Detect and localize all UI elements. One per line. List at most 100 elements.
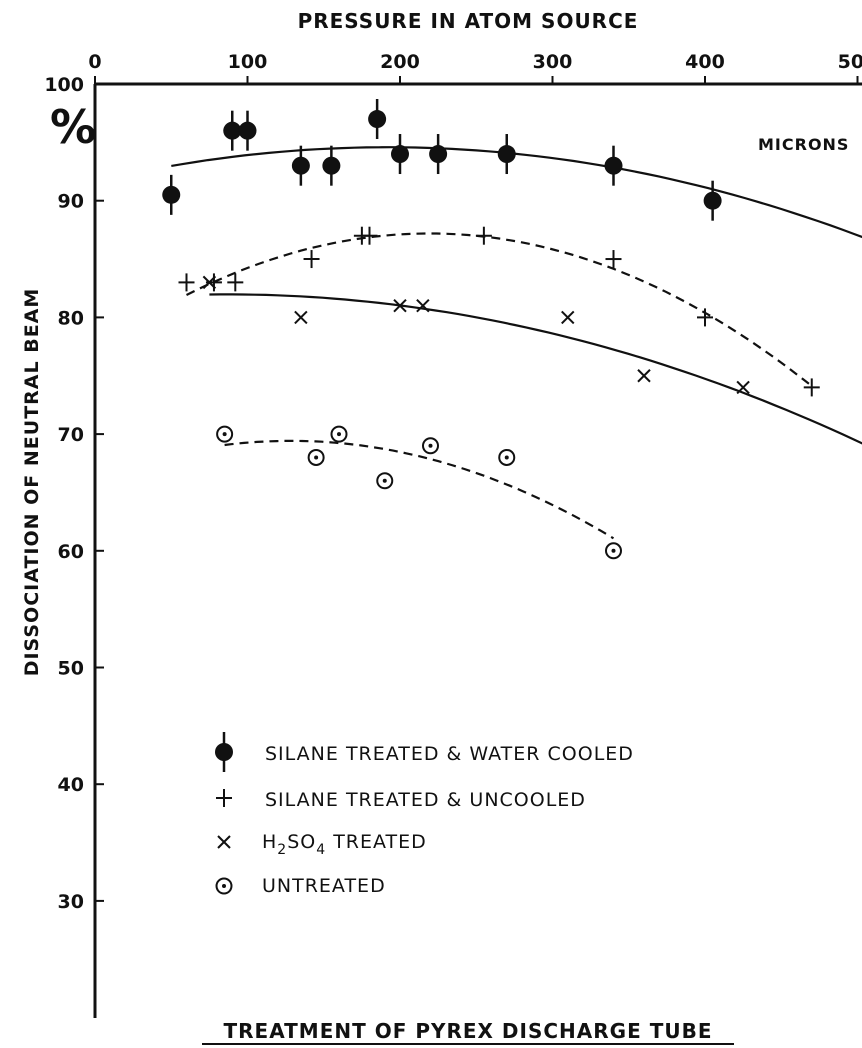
ring xyxy=(307,448,325,466)
legend-h: H xyxy=(262,831,277,853)
filled-circle-marker xyxy=(497,145,516,164)
x-tick-label: 0 xyxy=(88,51,101,73)
x-axis-title: PRESSURE IN ATOM SOURCE xyxy=(298,9,639,33)
filled-circle-marker xyxy=(162,185,181,204)
chart-title: TREATMENT OF PYREX DISCHARGE TUBE xyxy=(224,1019,713,1043)
data-point-series-2 xyxy=(561,310,575,325)
legend-marker-series-3 xyxy=(215,877,233,895)
ring xyxy=(605,542,622,560)
data-point-series-1 xyxy=(361,226,378,245)
data-point-series-1 xyxy=(803,378,820,397)
data-point-series-2 xyxy=(637,369,651,383)
filled-circle-marker xyxy=(703,191,722,210)
filled-circle-marker xyxy=(429,145,448,164)
legend-sub-4: 4 xyxy=(316,842,326,858)
data-point-series-1 xyxy=(475,226,492,245)
x-ticks: 0 100 200 300 400 500 xyxy=(88,51,862,84)
data-points xyxy=(162,99,820,560)
data-point-series-0 xyxy=(291,145,310,186)
data-point-series-2 xyxy=(736,380,750,395)
x-stroke-2 xyxy=(294,310,308,325)
x-tick-label: 300 xyxy=(533,51,573,73)
ring-dot xyxy=(382,478,387,483)
y-tick-label: 60 xyxy=(58,541,84,563)
data-point-series-3 xyxy=(422,437,439,455)
filled-circle-marker xyxy=(604,156,623,175)
x-tick-label: 500 xyxy=(838,51,862,73)
legend-label-silane-uncooled: SILANE TREATED & UNCOOLED xyxy=(265,789,586,811)
ring xyxy=(215,877,233,895)
fit-curves xyxy=(171,146,862,540)
fit-curve-series-3 xyxy=(224,439,615,540)
data-point-series-2 xyxy=(393,299,407,313)
fit-curve-series-2 xyxy=(209,293,862,445)
data-point-series-3 xyxy=(330,425,348,443)
filled-circle-marker xyxy=(322,156,341,175)
data-point-series-0 xyxy=(703,180,722,221)
y-tick-label: 90 xyxy=(58,191,84,213)
x-stroke-2 xyxy=(202,275,217,290)
x-unit-label: MICRONS xyxy=(758,135,849,154)
fit-curve-series-1 xyxy=(186,232,813,387)
filled-circle-marker xyxy=(391,145,409,164)
x-tick-label: 200 xyxy=(380,51,420,73)
data-point-series-1 xyxy=(227,273,244,292)
x-stroke-2 xyxy=(637,369,651,383)
filled-circle-marker xyxy=(215,743,233,761)
legend-markers xyxy=(215,732,233,895)
data-point-series-0 xyxy=(368,99,387,140)
legend-sub-2: 2 xyxy=(277,842,287,858)
y-unit-label: % xyxy=(50,100,97,154)
y-tick-label: 100 xyxy=(44,74,84,96)
data-point-series-0 xyxy=(391,134,409,175)
data-point-series-2 xyxy=(202,275,217,290)
x-stroke-2 xyxy=(561,310,575,325)
y-tick-label: 80 xyxy=(58,307,84,329)
data-point-series-0 xyxy=(162,174,181,215)
data-point-series-1 xyxy=(303,250,320,269)
data-point-series-0 xyxy=(238,110,257,151)
x-stroke-2 xyxy=(736,380,750,395)
ring xyxy=(216,425,234,443)
filled-circle-marker xyxy=(238,121,257,140)
data-point-series-3 xyxy=(605,542,622,560)
y-tick-label: 30 xyxy=(58,891,84,913)
x-stroke-2 xyxy=(393,299,407,313)
data-point-series-3 xyxy=(307,448,325,466)
y-tick-label: 50 xyxy=(58,658,84,680)
ring xyxy=(376,472,394,490)
data-point-series-1 xyxy=(605,250,622,269)
ring xyxy=(498,448,516,466)
ring-dot xyxy=(337,432,341,437)
legend-label-silane-water-cooled: SILANE TREATED & WATER COOLED xyxy=(265,743,634,765)
y-tick-label: 40 xyxy=(58,774,84,796)
data-point-series-0 xyxy=(223,110,242,151)
legend-label-h2so4-treated: H2SO4 TREATED xyxy=(262,831,427,858)
data-point-series-2 xyxy=(294,310,308,325)
data-point-series-2 xyxy=(416,299,430,313)
data-point-series-3 xyxy=(376,472,394,490)
legend: SILANE TREATED & WATER COOLED SILANE TRE… xyxy=(215,732,634,897)
ring-dot xyxy=(222,884,226,888)
x-tick-label: 100 xyxy=(228,51,268,73)
y-axis-title: DISSOCIATION OF NEUTRAL BEAM xyxy=(21,288,43,677)
data-point-series-1 xyxy=(697,308,713,327)
ring-dot xyxy=(428,443,433,448)
x-stroke-2 xyxy=(217,835,231,849)
data-point-series-3 xyxy=(216,425,234,443)
ring-dot xyxy=(222,432,227,437)
data-point-series-1 xyxy=(178,273,195,292)
ring-dot xyxy=(611,548,616,553)
x-stroke-2 xyxy=(416,299,430,313)
filled-circle-marker xyxy=(368,110,387,129)
ring-dot xyxy=(504,455,509,460)
fit-curve-series-0 xyxy=(171,146,862,239)
data-point-series-0 xyxy=(322,145,341,186)
ring xyxy=(330,425,348,443)
y-tick-label: 70 xyxy=(58,424,84,446)
filled-circle-marker xyxy=(291,156,310,175)
y-ticks: 100 90 80 70 60 50 40 30 xyxy=(44,74,104,913)
legend-label-untreated: UNTREATED xyxy=(262,875,386,897)
data-point-series-3 xyxy=(498,448,516,466)
